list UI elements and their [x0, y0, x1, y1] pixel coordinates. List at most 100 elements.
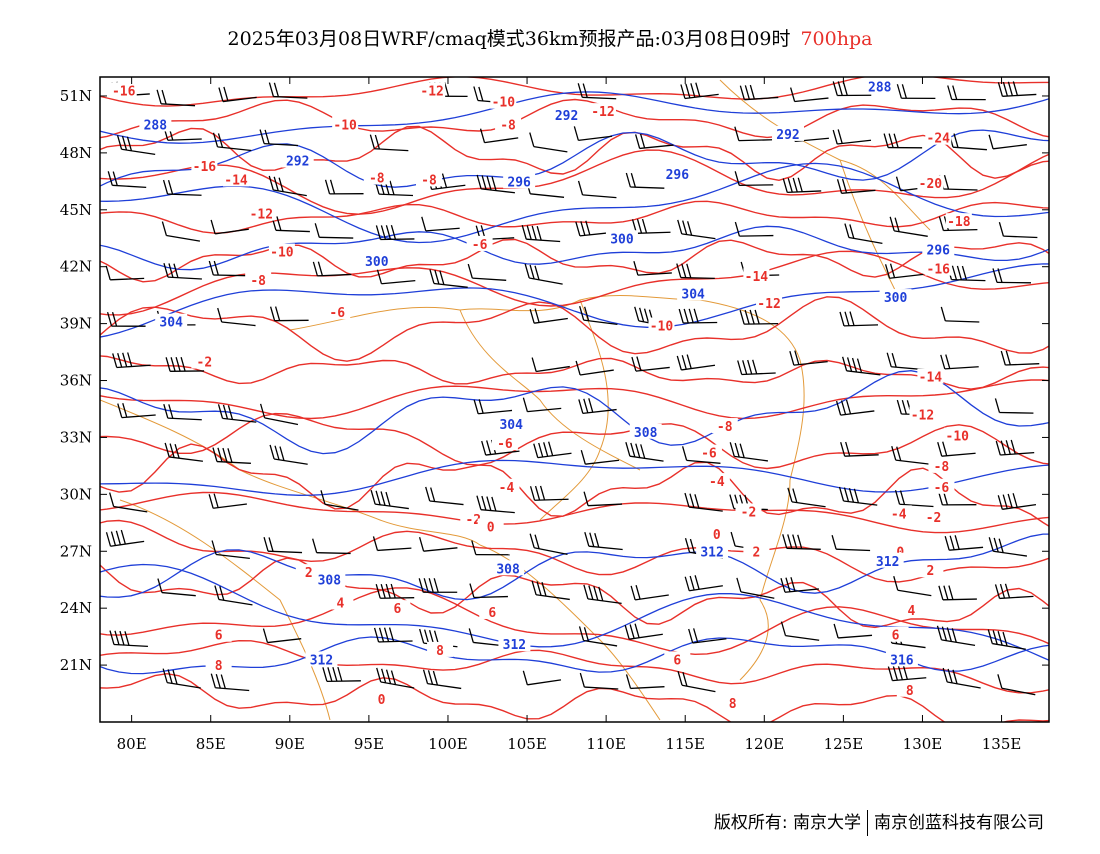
height-label: 288: [868, 80, 892, 95]
temperature-contour: [95, 356, 1055, 390]
wind-barb: [468, 264, 506, 280]
wind-barb: [941, 355, 979, 369]
wind-barb: [625, 624, 663, 639]
height-label: 288: [144, 118, 168, 133]
wind-barb: [376, 584, 414, 598]
temperature-label: -10: [270, 246, 294, 261]
wind-barb: [678, 671, 715, 691]
wind-barb: [315, 223, 353, 238]
wind-barb: [998, 674, 1035, 694]
boundary-line: [720, 80, 930, 230]
wind-barb: [326, 180, 364, 194]
x-tick-label: 95E: [354, 735, 384, 753]
wind-barb: [996, 440, 1034, 455]
temperature-label: -8: [717, 420, 733, 435]
wind-barb: [525, 264, 562, 284]
temperature-label: -10: [333, 118, 357, 133]
wind-barb: [371, 490, 409, 508]
temperature-label: 8: [906, 684, 914, 699]
y-tick-label: 39N: [60, 315, 92, 333]
x-tick-label: 105E: [507, 735, 547, 753]
temperature-label: 8: [215, 659, 223, 674]
temperature-label: 6: [393, 602, 401, 617]
temperature-label: 6: [215, 629, 223, 644]
temperature-label: 8: [436, 644, 444, 659]
wind-barb: [678, 220, 716, 239]
wind-barb: [113, 352, 151, 367]
height-label: 312: [310, 653, 333, 668]
temperature-label: -8: [421, 173, 437, 188]
wind-barb: [215, 586, 253, 605]
temperature-label: -6: [934, 481, 950, 496]
temperature-label: -14: [919, 371, 943, 386]
wind-barb: [626, 442, 664, 461]
wind-barb: [949, 133, 987, 150]
wind-barb: [581, 450, 619, 464]
temperature-contour: [95, 74, 1055, 106]
temperature-label: -8: [934, 460, 950, 475]
wind-barb: [945, 535, 983, 550]
wind-barb: [162, 222, 200, 242]
temperature-label: 0: [713, 528, 721, 543]
wind-barb: [522, 225, 560, 241]
wind-barb: [420, 537, 458, 551]
wind-barb: [264, 537, 302, 552]
temperature-label: -8: [500, 118, 516, 133]
wind-barb: [523, 398, 561, 412]
temperature-label: 0: [378, 693, 386, 708]
temperature-contour: [95, 201, 1055, 233]
x-tick-label: 135E: [982, 735, 1022, 753]
height-label: 312: [876, 555, 899, 570]
temperature-label: -10: [946, 430, 970, 445]
wind-barb: [422, 217, 460, 231]
temperature-label: -14: [224, 173, 248, 188]
wind-barb: [269, 83, 307, 99]
wind-barb: [783, 178, 821, 193]
y-tick-label: 30N: [60, 485, 92, 503]
y-tick-label: 33N: [60, 428, 92, 446]
wind-barb: [627, 674, 665, 688]
wind-barb: [214, 133, 252, 151]
height-label: 312: [503, 638, 526, 653]
x-tick-label: 115E: [665, 735, 705, 753]
temperature-label: -12: [250, 208, 273, 223]
wind-barb: [377, 270, 415, 284]
wind-barb: [578, 83, 616, 98]
wind-barb: [373, 536, 411, 550]
temperature-label: 6: [488, 606, 496, 621]
wind-barb: [681, 83, 719, 99]
wind-barb: [271, 307, 309, 321]
y-tick-label: 42N: [60, 258, 92, 276]
temperature-label: -12: [420, 84, 443, 99]
wind-barb: [993, 268, 1031, 282]
wind-barb: [157, 90, 195, 106]
temperature-label: -16: [927, 263, 951, 278]
y-tick-label: 21N: [60, 656, 92, 674]
wind-barb: [832, 535, 870, 550]
wind-barb: [269, 176, 307, 196]
height-label: 304: [681, 287, 705, 302]
height-label: 308: [318, 574, 342, 589]
temperature-label: -2: [926, 511, 942, 526]
height-label: 304: [159, 316, 183, 331]
temperature-label: -6: [329, 306, 345, 321]
height-label: 292: [286, 154, 309, 169]
wind-barb: [530, 309, 568, 324]
wind-barb: [219, 87, 257, 102]
wind-barb: [887, 353, 925, 370]
wind-barb: [939, 586, 977, 600]
boundary-line: [100, 400, 480, 545]
wind-barb: [321, 490, 358, 510]
temperature-label: -6: [497, 437, 513, 452]
wind-barb: [474, 399, 512, 413]
x-tick-label: 80E: [117, 735, 147, 753]
wind-barb: [679, 309, 717, 323]
wind-barb: [897, 84, 935, 98]
temperature-label: 4: [336, 596, 344, 611]
height-label: 292: [555, 109, 578, 124]
wind-barb: [631, 585, 669, 600]
wind-barb: [685, 575, 723, 590]
temperature-label: 2: [752, 545, 760, 560]
wind-barb: [689, 628, 727, 643]
wind-barb: [477, 496, 515, 513]
